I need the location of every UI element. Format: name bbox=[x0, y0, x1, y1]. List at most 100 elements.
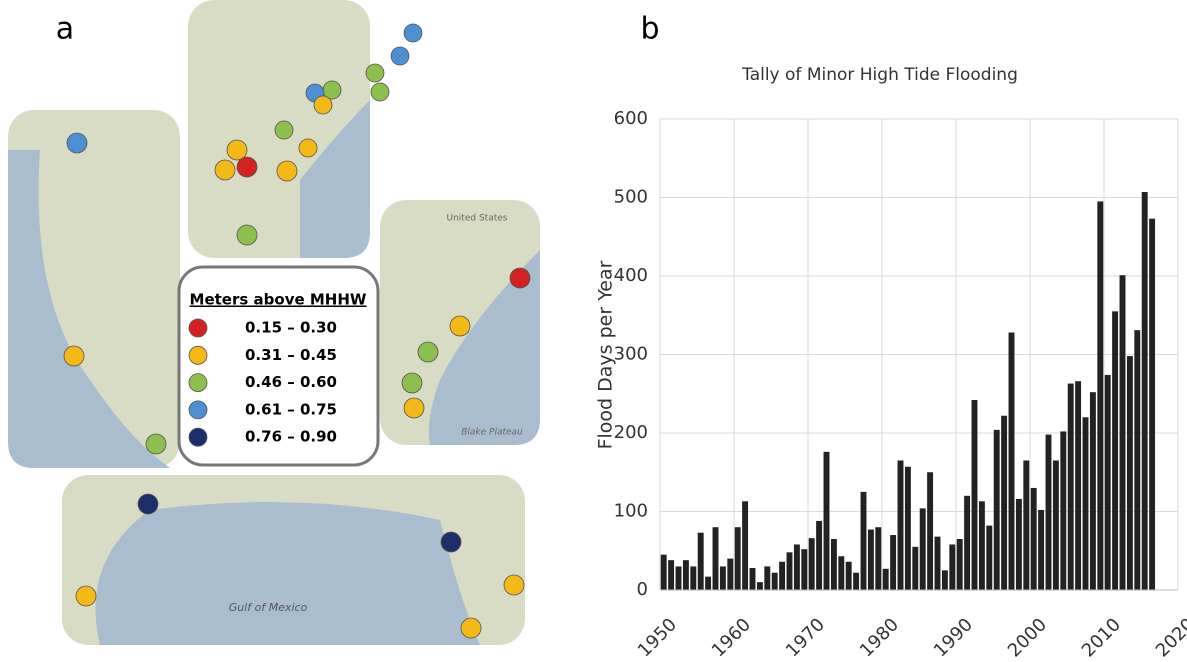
bar bbox=[927, 472, 933, 590]
bar bbox=[787, 552, 793, 590]
bar bbox=[713, 527, 719, 590]
y-tick-label: 500 bbox=[614, 187, 648, 208]
bar bbox=[853, 573, 859, 590]
bar bbox=[1053, 460, 1059, 590]
site-marker bbox=[299, 139, 317, 157]
bar bbox=[801, 549, 807, 590]
bar bbox=[676, 566, 682, 590]
bar bbox=[1112, 311, 1118, 590]
site-marker bbox=[64, 346, 84, 366]
site-marker bbox=[404, 24, 422, 42]
bar bbox=[846, 562, 852, 590]
bar bbox=[838, 556, 844, 590]
bar bbox=[1083, 417, 1089, 590]
bar bbox=[727, 559, 733, 590]
site-marker bbox=[418, 342, 438, 362]
bar bbox=[986, 526, 992, 590]
site-marker bbox=[391, 47, 409, 65]
map-label: United States bbox=[447, 214, 508, 224]
legend-label: 0.76 – 0.90 bbox=[245, 428, 337, 446]
site-marker bbox=[450, 316, 470, 336]
legend-title: Meters above MHHW bbox=[190, 291, 367, 309]
site-marker bbox=[402, 373, 422, 393]
bar bbox=[831, 539, 837, 590]
site-marker bbox=[146, 434, 166, 454]
site-marker bbox=[277, 161, 297, 181]
site-marker bbox=[461, 618, 481, 638]
y-tick-label: 200 bbox=[614, 422, 648, 443]
x-tick-label: 1980 bbox=[856, 614, 903, 658]
bar bbox=[683, 560, 689, 590]
bar bbox=[1127, 356, 1133, 590]
bar bbox=[890, 535, 896, 590]
bar bbox=[1120, 275, 1126, 590]
legend-swatch bbox=[189, 401, 207, 419]
x-tick-label: 2020 bbox=[1152, 614, 1187, 658]
legend-swatch bbox=[189, 346, 207, 364]
sea bbox=[96, 502, 480, 645]
bar bbox=[1031, 488, 1037, 590]
panel-label: a bbox=[56, 12, 74, 47]
x-tick-label: 2010 bbox=[1078, 614, 1125, 658]
y-tick-label: 600 bbox=[614, 108, 648, 129]
site-marker bbox=[138, 494, 158, 514]
bar bbox=[949, 544, 955, 590]
map-label: Blake Plateau bbox=[461, 428, 523, 438]
bar bbox=[750, 568, 756, 590]
bar bbox=[1023, 460, 1029, 590]
x-tick-label: 1950 bbox=[634, 614, 681, 658]
x-tick-label: 2000 bbox=[1004, 614, 1051, 658]
bar bbox=[698, 533, 704, 590]
bar bbox=[1009, 333, 1015, 590]
bar bbox=[1105, 375, 1111, 590]
y-tick-label: 400 bbox=[614, 265, 648, 286]
bar bbox=[1097, 201, 1103, 590]
bar bbox=[720, 566, 726, 590]
site-marker bbox=[371, 83, 389, 101]
bar bbox=[1016, 499, 1022, 590]
site-marker bbox=[227, 140, 247, 160]
site-marker bbox=[237, 225, 257, 245]
bar bbox=[757, 582, 763, 590]
legend-label: 0.15 – 0.30 bbox=[245, 319, 337, 337]
panel-label: b bbox=[640, 12, 659, 47]
site-marker bbox=[366, 64, 384, 82]
y-tick-label: 0 bbox=[637, 579, 648, 600]
site-marker bbox=[441, 532, 461, 552]
bar bbox=[1046, 435, 1052, 590]
bar bbox=[705, 577, 711, 590]
bar bbox=[979, 501, 985, 590]
legend-swatch bbox=[189, 428, 207, 446]
site-marker bbox=[504, 575, 524, 595]
bar bbox=[1068, 384, 1074, 590]
site-marker bbox=[275, 121, 293, 139]
legend-label: 0.61 – 0.75 bbox=[245, 400, 337, 418]
site-marker bbox=[237, 157, 257, 177]
bar bbox=[1134, 330, 1140, 590]
site-marker bbox=[67, 133, 87, 153]
bar bbox=[1038, 510, 1044, 590]
bar bbox=[764, 566, 770, 590]
bar bbox=[690, 566, 696, 590]
bar bbox=[1149, 219, 1155, 590]
bar bbox=[912, 547, 918, 590]
bar bbox=[883, 569, 889, 590]
legend-swatch bbox=[189, 374, 207, 392]
bar bbox=[964, 496, 970, 590]
x-tick-label: 1960 bbox=[708, 614, 755, 658]
bar bbox=[1001, 416, 1007, 590]
bar bbox=[668, 560, 674, 590]
site-marker bbox=[314, 96, 332, 114]
x-tick-label: 1990 bbox=[930, 614, 977, 658]
bar bbox=[779, 562, 785, 590]
bar bbox=[920, 508, 926, 590]
bar bbox=[824, 452, 830, 590]
bar bbox=[868, 530, 874, 590]
bar bbox=[816, 521, 822, 590]
chart-title: Tally of Minor High Tide Flooding bbox=[741, 65, 1018, 85]
bar bbox=[935, 537, 941, 590]
bar bbox=[772, 573, 778, 590]
bar bbox=[994, 430, 1000, 590]
site-marker bbox=[404, 398, 424, 418]
